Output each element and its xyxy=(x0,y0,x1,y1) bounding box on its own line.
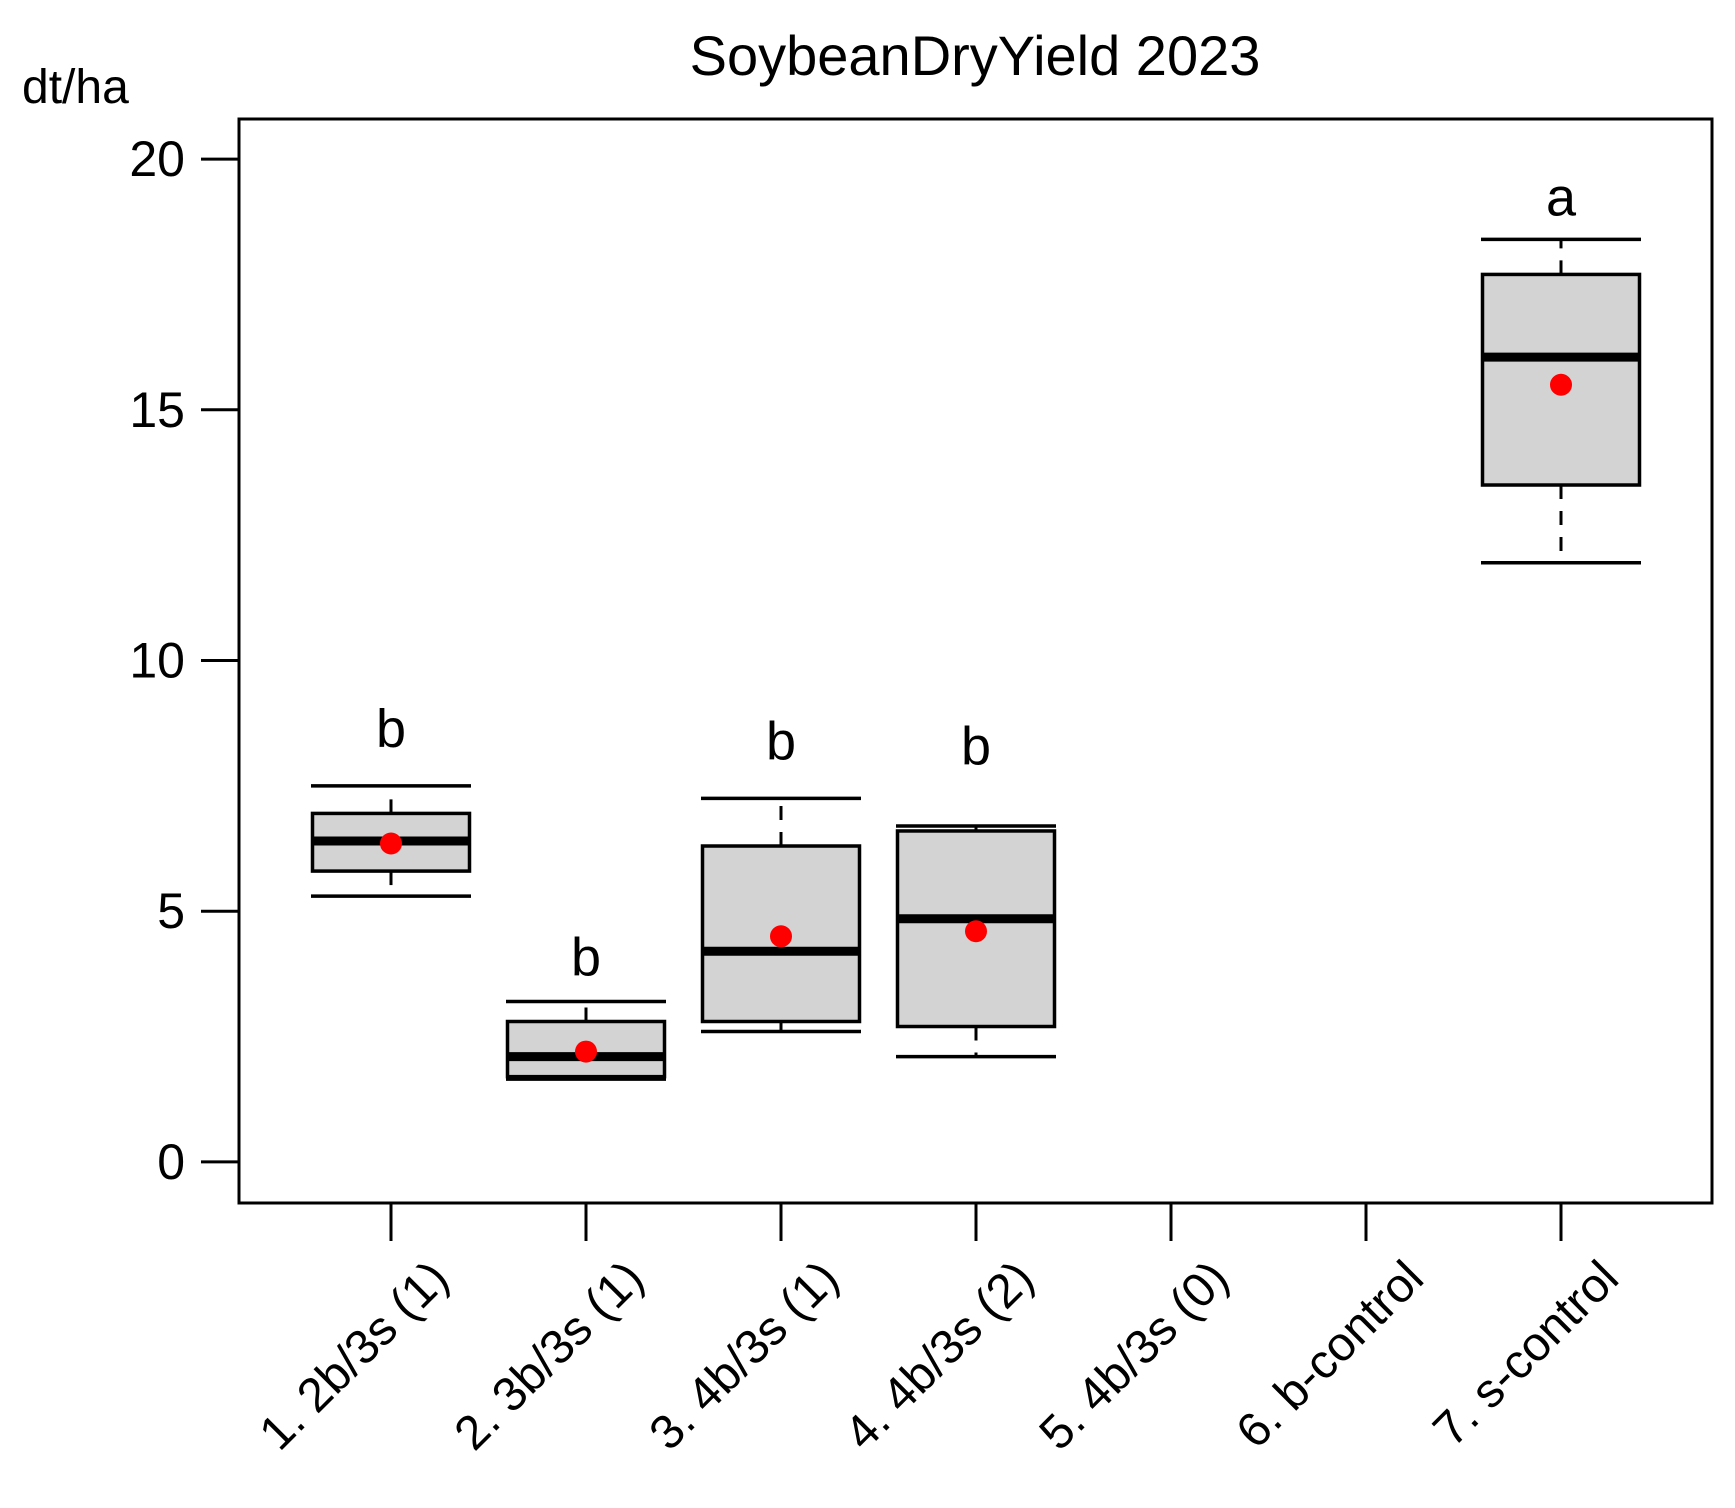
mean-dot xyxy=(770,925,792,948)
chart-title: SoybeanDryYield 2023 xyxy=(690,24,1261,87)
significance-letter: b xyxy=(766,712,796,772)
mean-dot xyxy=(575,1040,597,1063)
mean-dot xyxy=(1550,373,1572,396)
y-axis-label: dt/ha xyxy=(22,61,129,114)
x-tick-label: 3. 4b/3s (1) xyxy=(640,1251,849,1460)
significance-letter: b xyxy=(571,927,601,987)
y-tick-label: 20 xyxy=(129,131,185,187)
x-tick-label: 6. b-control xyxy=(1227,1251,1434,1458)
y-tick-label: 10 xyxy=(129,632,185,688)
x-tick-label: 5. 4b/3s (0) xyxy=(1030,1251,1239,1460)
mean-dot xyxy=(965,920,987,943)
y-tick-label: 15 xyxy=(129,382,185,438)
significance-letter: b xyxy=(376,699,406,759)
x-tick-label: 2. 3b/3s (1) xyxy=(445,1251,654,1460)
significance-letter: b xyxy=(961,717,991,777)
y-tick-label: 5 xyxy=(157,883,185,939)
x-tick-label: 4. 4b/3s (2) xyxy=(835,1251,1044,1460)
plot-content: 0 5 10 15 20 1. 2b/3s (1)2. 3b/3s (1)3. 4b/3s… xyxy=(129,131,1642,1460)
x-tick-label: 7. s-control xyxy=(1423,1251,1628,1456)
y-tick-label: 0 xyxy=(157,1134,185,1190)
mean-dot xyxy=(380,832,402,855)
x-tick-label: 1. 2b/3s (1) xyxy=(250,1251,459,1460)
significance-letter: a xyxy=(1546,168,1577,228)
